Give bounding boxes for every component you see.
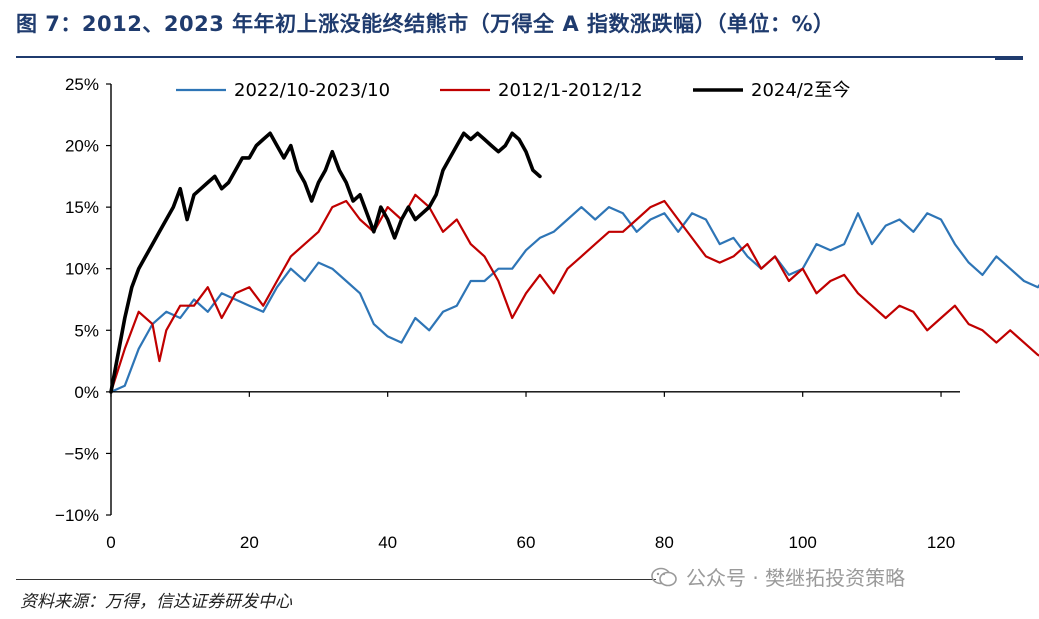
x-tick-label: 80	[655, 533, 674, 552]
legend-label-3: 2024/2至今	[751, 80, 850, 101]
y-tick-label: 20%	[65, 137, 99, 156]
series-line-3	[109, 131, 542, 394]
y-tick-label: 5%	[74, 321, 99, 340]
x-tick-label: 20	[240, 533, 259, 552]
watermark-text: 公众号 · 樊继拓投资策略	[686, 566, 906, 590]
x-tick-label: 100	[789, 533, 817, 552]
y-tick-label: 25%	[65, 75, 99, 94]
legend-label-1: 2022/10-2023/10	[234, 80, 390, 101]
legend-label-2: 2012/1-2012/12	[498, 80, 643, 101]
y-tick-label: −10%	[55, 506, 99, 525]
watermark: 公众号 · 樊继拓投资策略	[650, 562, 905, 591]
series-lines	[109, 131, 1039, 394]
x-tick-label: 0	[106, 533, 115, 552]
title-rule	[16, 56, 1023, 58]
x-tick-label: 40	[378, 533, 397, 552]
x-tick-label: 60	[517, 533, 536, 552]
legend: 2022/10-2023/10 2012/1-2012/12 2024/2至今	[176, 80, 850, 101]
series-line-1	[109, 206, 1039, 393]
x-tick-label: 120	[927, 533, 955, 552]
source-rule	[16, 579, 656, 580]
y-tick-label: 0%	[74, 383, 99, 402]
figure-title: 图 7：2012、2023 年年初上涨没能终结熊市（万得全 A 指数涨跌幅）（单…	[16, 12, 835, 36]
source-note: 资料来源：万得，信达证券研发中心	[20, 592, 292, 612]
axes: −10%−5%0%5%10%15%20%25%02040608010012014…	[55, 75, 960, 552]
series-line-2	[109, 193, 1039, 393]
y-tick-label: 10%	[65, 260, 99, 279]
title-rule-end	[995, 57, 1023, 60]
wechat-icon	[651, 567, 677, 586]
y-tick-label: −5%	[65, 444, 100, 463]
y-tick-label: 15%	[65, 198, 99, 217]
